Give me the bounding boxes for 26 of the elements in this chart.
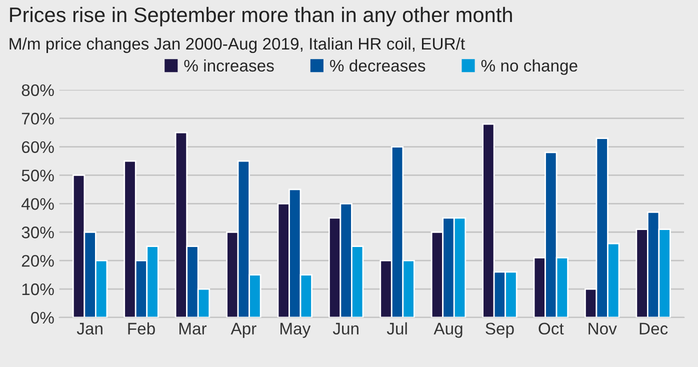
x-tick-label: May xyxy=(280,322,311,338)
y-tick-label: 0% xyxy=(31,312,54,324)
legend-label: % increases xyxy=(184,59,274,72)
y-tick-label: 50% xyxy=(22,170,54,182)
y-tick-label: 20% xyxy=(22,254,54,267)
y-tick-label: 60% xyxy=(22,141,54,154)
x-tick-label: Sep xyxy=(486,322,514,338)
x-tick-label: Dec xyxy=(640,322,668,335)
y-tick-label: 10% xyxy=(22,283,54,296)
y-tick-label: 30% xyxy=(22,226,54,238)
legend-label: % decreases xyxy=(330,59,426,72)
x-tick-label: Oct xyxy=(538,322,564,335)
y-tick-label: 40% xyxy=(21,198,54,210)
y-tick-label: 80% xyxy=(22,84,54,96)
chart-title: Prices rise in September more than in any other month xyxy=(10,6,512,26)
chart-subtitle: M/m price changes Jan 2000-Aug 2019, Italian HR coil, EUR/t xyxy=(10,37,465,54)
y-tick-label: 70% xyxy=(22,112,54,125)
x-tick-label: Apr xyxy=(230,322,256,338)
legend-label: % no change xyxy=(481,59,578,75)
x-tick-label: Aug xyxy=(434,322,462,338)
x-tick-label: Nov xyxy=(588,322,617,335)
x-tick-label: Mar xyxy=(179,322,207,335)
x-tick-label: Jul xyxy=(386,322,407,335)
x-tick-label: Feb xyxy=(128,322,155,335)
x-tick-label: Jan xyxy=(76,322,102,335)
x-tick-label: Jun xyxy=(332,322,358,335)
